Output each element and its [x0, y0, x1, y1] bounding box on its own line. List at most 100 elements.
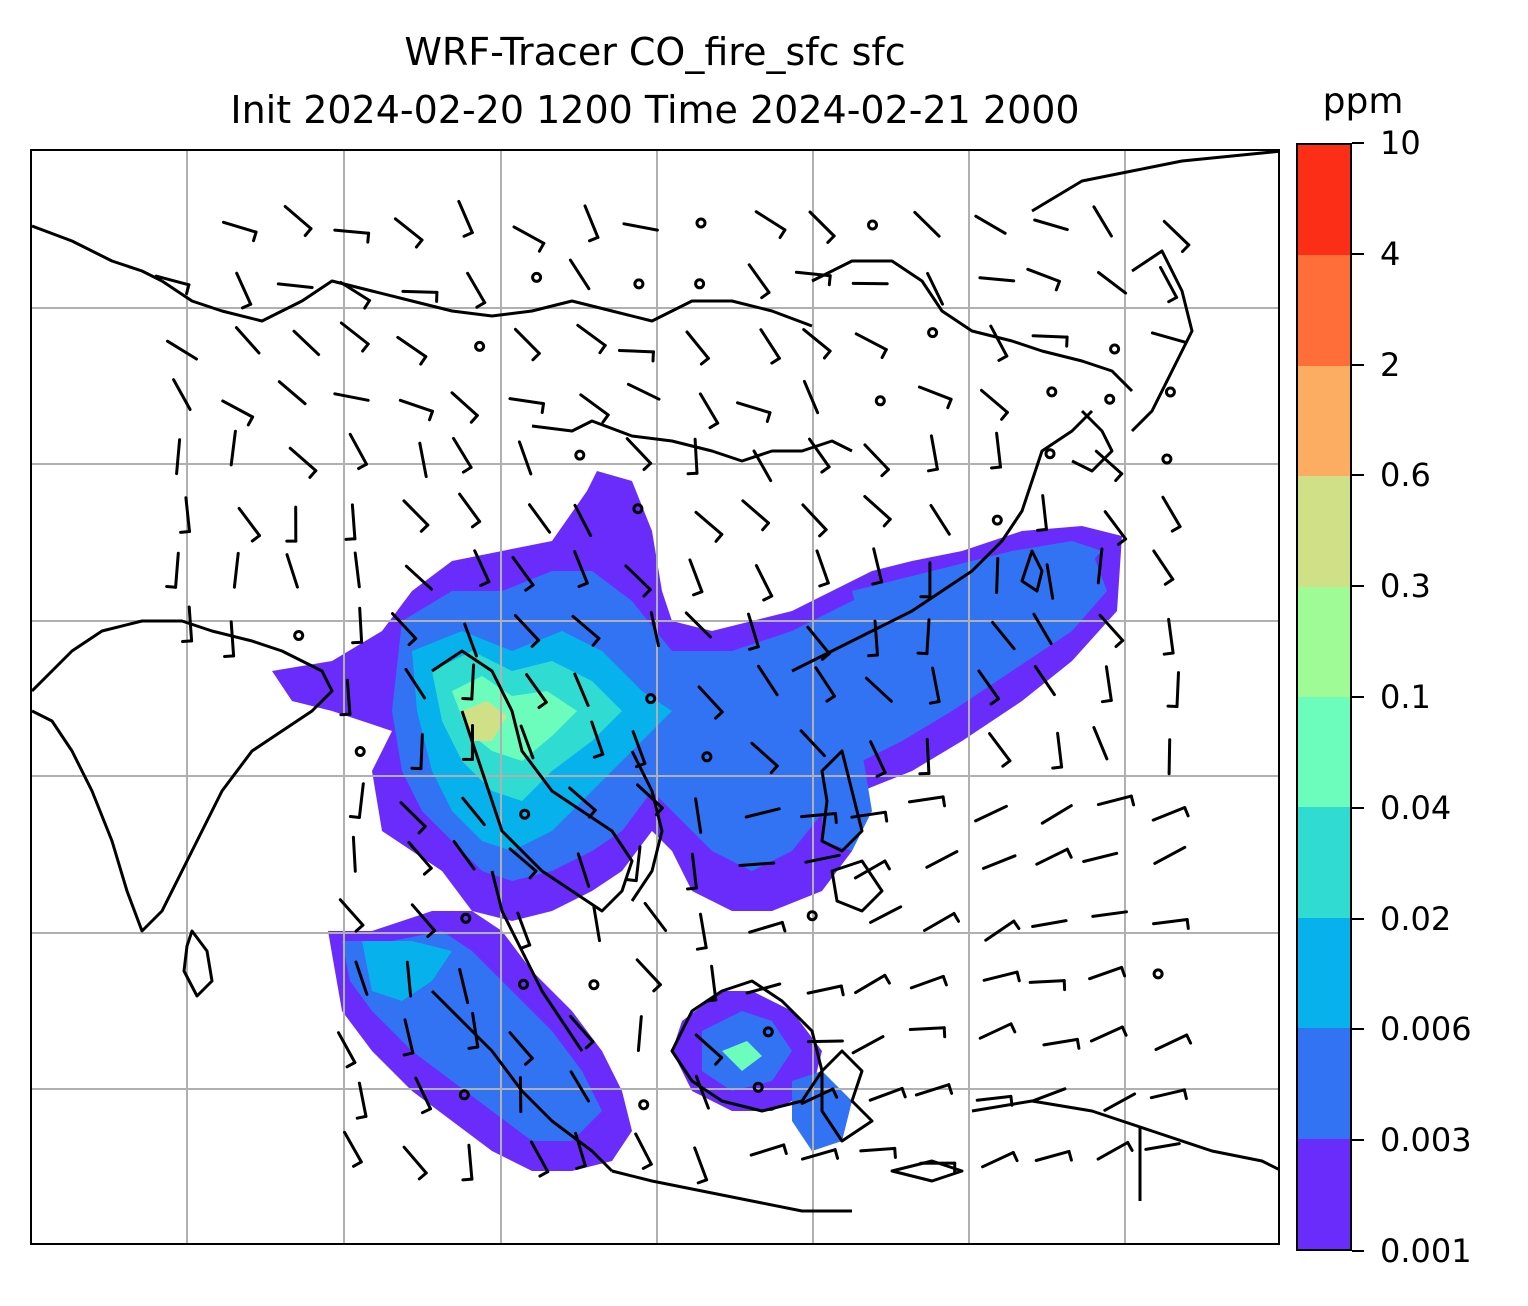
wind-barb — [802, 379, 820, 415]
wind-barb — [470, 663, 476, 701]
wind-barb — [806, 1039, 844, 1044]
wind-barb-flag — [165, 585, 178, 589]
wind-barb — [414, 1076, 432, 1111]
wind-barb — [804, 853, 841, 864]
wind-barb-flag — [420, 1107, 432, 1115]
calm-wind-circle — [354, 746, 366, 757]
wind-barb-flag — [941, 795, 946, 808]
wind-barb-flag — [818, 528, 828, 538]
wind-barb — [184, 496, 191, 533]
wind-barb-flag — [461, 697, 474, 701]
wind-barb — [229, 620, 236, 658]
colorbar-segment — [1298, 476, 1350, 587]
wind-barb — [995, 557, 1000, 594]
wind-barb — [1031, 334, 1069, 339]
wind-barb — [710, 964, 718, 1002]
wind-barb — [806, 984, 843, 995]
wind-barb-flag — [417, 825, 427, 835]
wind-barb-flag — [1114, 472, 1124, 482]
wind-barb-flag — [928, 700, 941, 705]
wind-barb-flag — [900, 1086, 907, 1099]
wind-barb-flag — [1067, 1149, 1073, 1162]
wind-barb-flag — [714, 710, 724, 720]
wind-barb — [234, 326, 261, 355]
wind-barb — [748, 920, 784, 934]
wind-barb — [978, 1022, 1013, 1040]
wind-barb — [1103, 1092, 1137, 1112]
wind-barb — [1096, 547, 1104, 585]
wind-barb — [452, 436, 473, 469]
calm-wind-circle — [638, 1099, 650, 1111]
colorbar-tick-label: 0.006 — [1380, 1010, 1472, 1049]
colorbar-tick — [1352, 585, 1364, 588]
wind-barb-flag — [469, 414, 479, 424]
chart-title-line1: WRF-Tracer CO_fire_sfc sfc — [404, 30, 906, 74]
wind-barb-flag — [641, 1162, 653, 1170]
wind-barb-flag — [428, 409, 434, 422]
colorbar-tick — [1352, 1250, 1364, 1252]
wind-barb — [348, 432, 368, 466]
wind-barb — [929, 504, 951, 536]
wind-barb — [398, 398, 434, 413]
wind-barb — [283, 205, 313, 231]
wind-barb — [989, 324, 1009, 358]
wind-barb — [393, 217, 424, 242]
colorbar-tick — [1352, 142, 1364, 144]
calm-wind-circle — [574, 449, 586, 461]
wind-barb — [908, 1026, 946, 1031]
border-mongolia — [531, 419, 853, 463]
wind-barb-flag — [1163, 577, 1175, 586]
coast-india — [32, 619, 334, 933]
wind-barb-flag — [1126, 1141, 1134, 1152]
wind-barb-flag — [1129, 794, 1136, 807]
wind-barb — [868, 1086, 904, 1102]
wind-barb-flag — [246, 415, 255, 427]
wind-barb — [975, 1094, 1013, 1102]
wind-barb-flag — [422, 866, 433, 876]
wind-barb — [1032, 612, 1053, 645]
wind-barb — [925, 850, 959, 869]
coast-philippines — [820, 749, 864, 853]
wind-barb-flag — [748, 645, 760, 651]
wind-barb — [1028, 979, 1066, 984]
wind-barb — [285, 553, 299, 589]
wind-barb — [512, 225, 546, 245]
wind-barb-flag — [591, 636, 601, 647]
wind-barb — [626, 382, 661, 401]
wind-barb — [929, 434, 939, 471]
wind-barb — [1153, 845, 1187, 865]
wind-barb — [908, 795, 945, 804]
wind-barb-flag — [470, 520, 482, 529]
wind-barb — [1096, 794, 1133, 807]
wind-barb-flag — [348, 815, 361, 819]
coast-malay — [490, 870, 584, 1052]
wind-barb-flag — [419, 355, 428, 366]
wind-barb — [1097, 271, 1128, 295]
wind-barb — [458, 968, 470, 1005]
wind-barb-flag — [345, 1061, 357, 1069]
wind-barb — [288, 446, 318, 473]
wind-barb-flag — [223, 654, 236, 658]
wind-barb-flag — [601, 413, 610, 424]
wind-barb — [221, 399, 255, 419]
wind-barb-flag — [462, 231, 474, 238]
wind-barb — [974, 214, 1007, 235]
wind-barb-flag — [760, 290, 771, 300]
wind-barb — [757, 664, 779, 697]
wind-barb-flag — [414, 238, 424, 249]
wind-barb-flag — [185, 283, 191, 295]
wind-barb — [1103, 510, 1128, 541]
colorbar-segment — [1298, 1028, 1350, 1139]
wind-barb — [1091, 910, 1128, 918]
wind-barb-flag — [699, 356, 710, 366]
wind-barb-flag — [762, 594, 774, 602]
wind-barb — [1167, 738, 1172, 776]
wind-barb-flag — [598, 343, 607, 355]
wind-barb — [631, 730, 647, 765]
wind-barb — [684, 611, 712, 639]
wind-barb-flag — [946, 397, 953, 410]
wind-barb — [471, 1011, 480, 1049]
wind-barb — [925, 618, 931, 656]
wind-barb — [685, 330, 710, 360]
wind-barb — [351, 835, 357, 873]
